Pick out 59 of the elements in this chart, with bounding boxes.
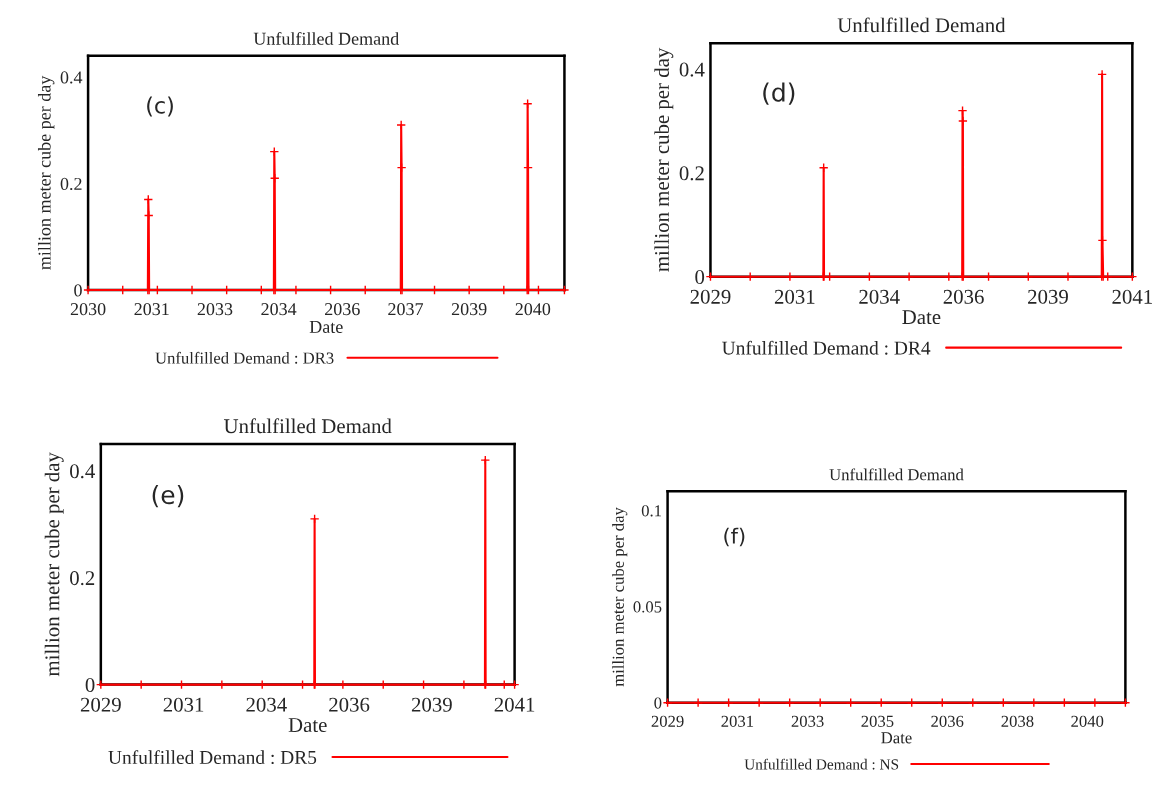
chart-title: Unfulfilled Demand [837,17,1006,33]
x-tick-label: 2041 [494,697,535,712]
x-tick-label: 2029 [651,715,684,727]
x-tick-label: 2036 [931,715,964,727]
annotation: (f) [724,527,745,547]
y-axis-title: million meter cube per day [37,75,55,270]
x-tick-label: 2029 [80,697,121,712]
x-axis-title: Date [881,732,912,744]
y-tick-label: 0.4 [679,62,705,77]
x-tick-label: 2034 [246,697,287,712]
chart-title: Unfulfilled Demand [253,31,399,45]
y-tick-label: 0.1 [641,505,662,517]
y-tick-label: 0.2 [60,177,82,191]
x-tick-label: 2033 [197,303,233,316]
y-tick-label: 0.2 [70,571,95,586]
x-tick-label: 2036 [325,303,360,316]
annotation: (c) [147,96,173,117]
y-tick-label: 0 [74,284,82,297]
y-axis-title: million meter cube per day [612,507,628,687]
x-tick-label: 2031 [163,697,204,712]
x-tick-label: 2037 [388,303,424,316]
x-tick-label: 2031 [774,289,815,304]
x-tick-label: 2031 [134,303,169,316]
x-axis-title: Date [309,321,343,333]
y-tick-label: 0 [654,697,662,709]
text: Unfulfilled Demand : NS [744,758,899,770]
chart-title: Unfulfilled Demand [223,418,392,434]
y-axis-title: million meter cube per day [44,452,64,677]
annotation: (d) [763,82,795,105]
x-axis-title: Date [902,310,941,325]
x-tick-label: 2034 [859,289,900,304]
x-tick-label: 2031 [721,715,754,727]
y-tick-label: 0.4 [60,71,83,84]
x-tick-label: 2030 [70,303,106,316]
x-axis-title: Date [288,718,327,733]
chart-title: Unfulfilled Demand [829,468,964,481]
x-tick-label: 2036 [329,697,370,712]
x-tick-label: 2033 [791,715,824,727]
x-tick-label: 2039 [451,303,487,316]
y-tick-label: 0 [85,677,95,693]
y-tick-label: 0.05 [633,601,662,613]
x-tick-label: 2039 [1028,289,1068,304]
x-tick-label: 2040 [515,303,551,316]
x-tick-label: 2041 [1112,289,1152,304]
x-tick-label: 2029 [690,289,731,304]
y-tick-label: 0 [695,270,705,285]
x-tick-label: 2038 [1001,715,1034,727]
x-tick-label: 2040 [1071,715,1104,727]
x-tick-label: 2035 [861,715,894,727]
annotation: (e) [152,484,184,508]
y-tick-label: 0.2 [679,166,704,181]
x-tick-label: 2034 [261,303,297,316]
y-tick-label: 0.4 [70,464,95,479]
text: Unfulfilled Demand : DR3 [155,351,334,364]
text: Unfulfilled Demand : DR5 [108,750,317,765]
x-tick-label: 2036 [943,289,984,304]
y-axis-title: million meter cube per day [654,47,674,272]
x-tick-label: 2039 [411,697,452,712]
text: Unfulfilled Demand : DR4 [722,340,931,355]
